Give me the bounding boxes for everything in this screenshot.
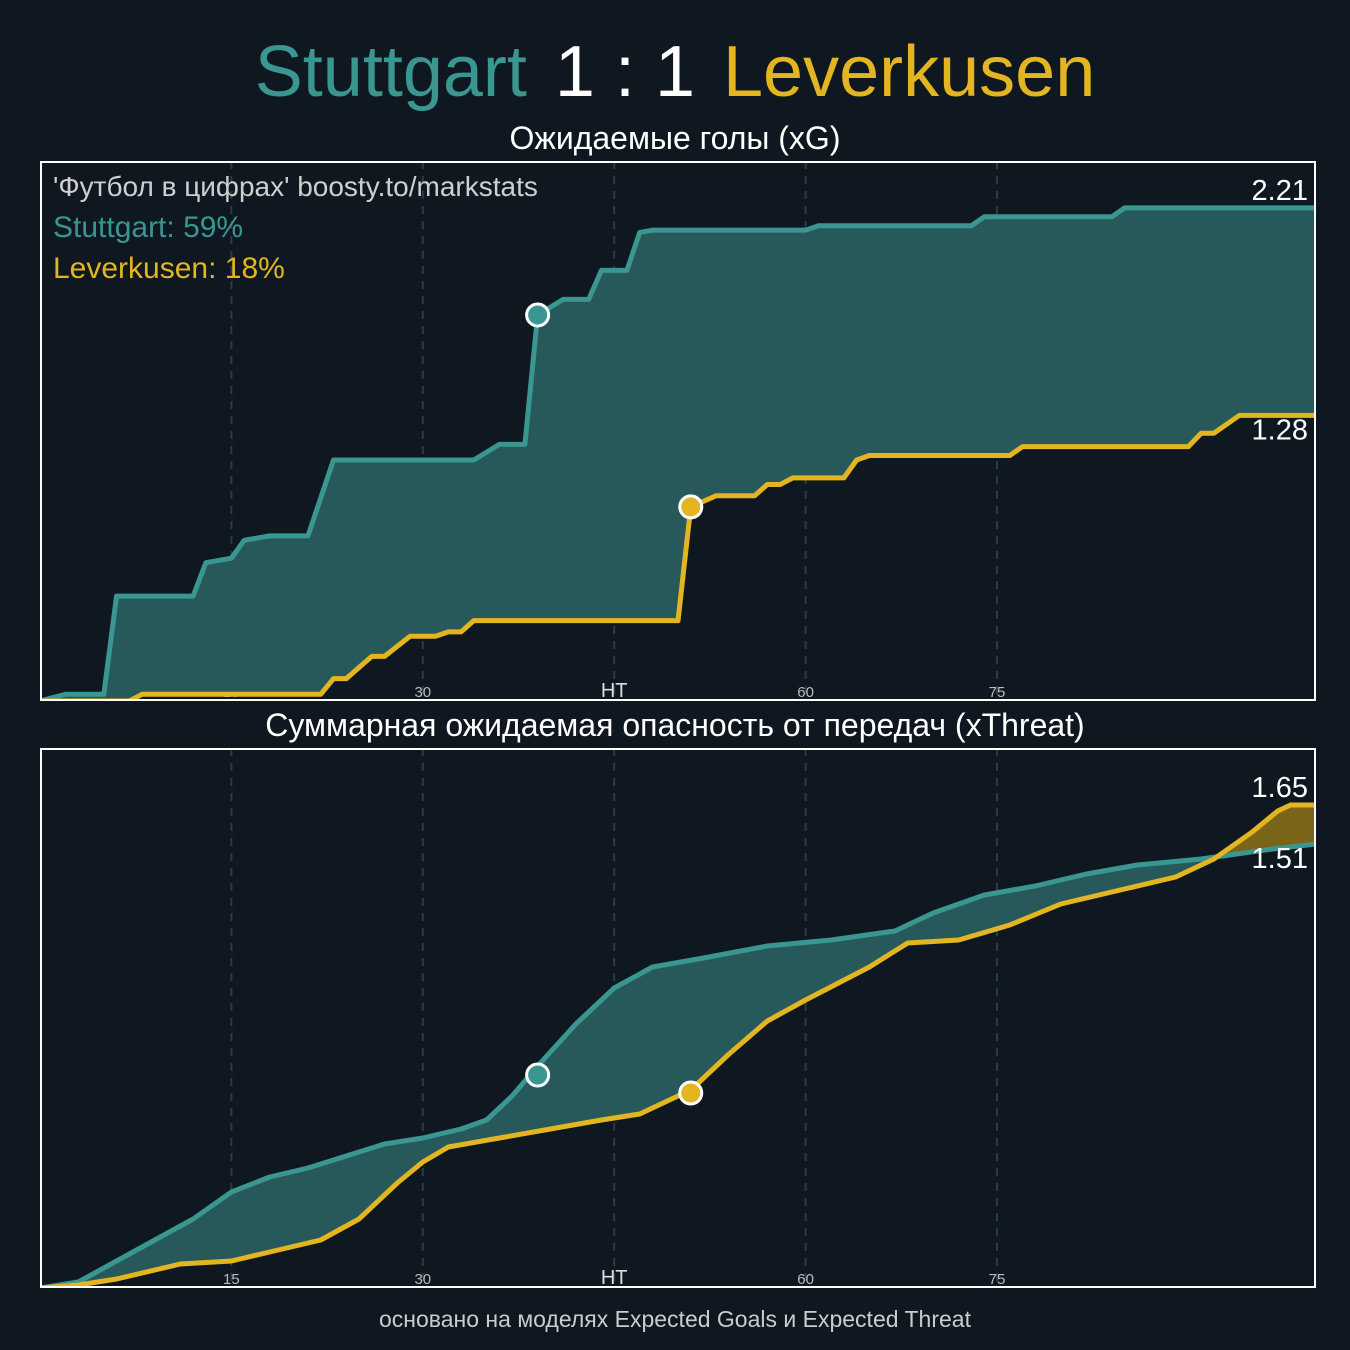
xg-chart-panel: 1530HT60752.211.28 'Футбол в цифрах' boo… bbox=[40, 161, 1316, 701]
home-goal-marker bbox=[525, 302, 551, 328]
home-goal-marker bbox=[525, 1062, 551, 1088]
away-team-name: Leverkusen bbox=[723, 32, 1096, 112]
credit-text: 'Футбол в цифрах' boosty.to/markstats bbox=[53, 171, 538, 202]
difference-area-0 bbox=[40, 852, 1224, 1288]
difference-area-0 bbox=[40, 207, 1316, 701]
x-tick-label-1: 30 bbox=[414, 684, 431, 701]
x-tick-label-4: 75 bbox=[989, 684, 1006, 701]
home-team-name: Stuttgart bbox=[254, 32, 527, 112]
chart-frame bbox=[40, 748, 1316, 1288]
away-series-line bbox=[40, 412, 1316, 701]
x-tick-label-2: HT bbox=[601, 680, 628, 701]
xg-chart: 1530HT60752.211.28 bbox=[40, 161, 1316, 701]
away-goal-marker bbox=[678, 494, 704, 520]
x-tick-label-4: 75 bbox=[989, 1271, 1006, 1288]
x-tick-label-3: 60 bbox=[797, 1271, 814, 1288]
difference-area-1 bbox=[1223, 805, 1316, 856]
away-series-line bbox=[40, 802, 1316, 1288]
x-tick-label-3: 60 bbox=[797, 684, 814, 701]
x-tick-label-1: 30 bbox=[414, 1271, 431, 1288]
match-score: 1 : 1 bbox=[554, 32, 696, 112]
away-win-probability: Leverkusen: 18% bbox=[53, 252, 285, 285]
footer-note: основано на моделях Expected Goals и Exp… bbox=[379, 1306, 971, 1332]
chart-frame bbox=[40, 161, 1316, 701]
xthreat-chart: 15 30 HT 60 75 1.51 1.65 bbox=[40, 748, 1316, 1288]
home-end-value-label: 1.51 bbox=[1252, 843, 1308, 875]
home-series-line bbox=[40, 205, 1316, 701]
xthreat-chart-panel: 15 30 HT 60 75 1.51 1.65 bbox=[40, 748, 1316, 1288]
away-end-value-label: 1.65 bbox=[1252, 772, 1308, 804]
home-end-value-label: 2.21 bbox=[1252, 175, 1308, 207]
xg-chart-title: Ожидаемые голы (xG) bbox=[509, 120, 841, 156]
home-win-probability: Stuttgart: 59% bbox=[53, 211, 244, 244]
x-tick-label-2: HT bbox=[601, 1267, 628, 1288]
away-goal-marker bbox=[678, 1080, 704, 1106]
away-end-value-label: 1.28 bbox=[1252, 414, 1308, 446]
xthreat-chart-title: Суммарная ожидаемая опасность от передач… bbox=[265, 707, 1085, 743]
home-series-line bbox=[40, 841, 1316, 1288]
match-title: Stuttgart 1 : 1 Leverkusen bbox=[0, 22, 1350, 122]
x-tick-label-0: 15 bbox=[223, 1271, 240, 1288]
